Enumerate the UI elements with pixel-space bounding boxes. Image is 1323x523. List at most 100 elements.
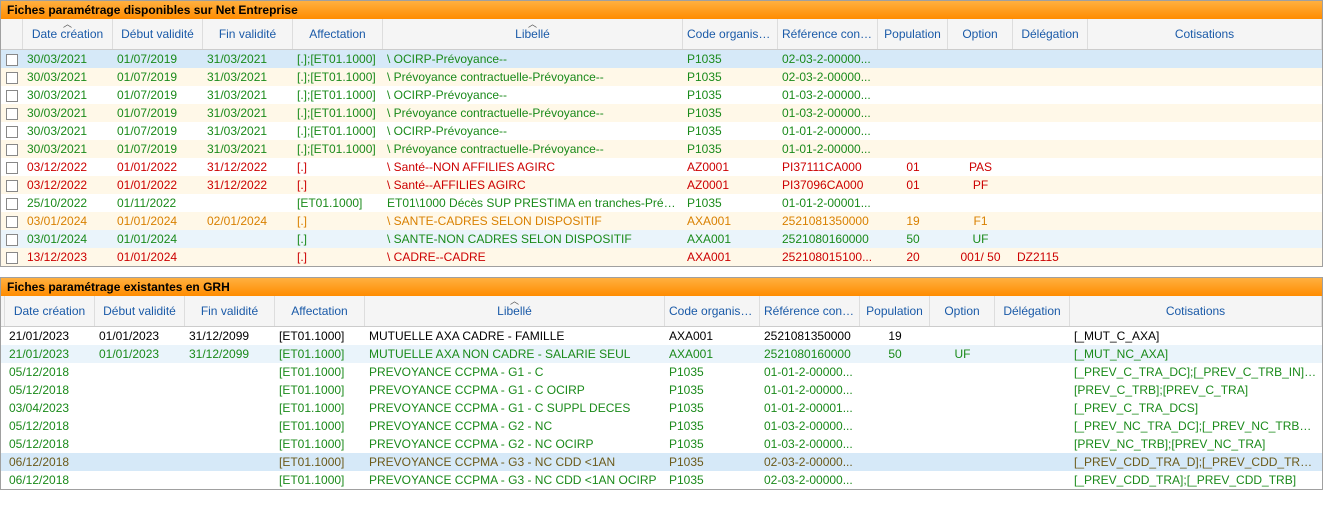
table-row[interactable]: 30/03/202101/07/201931/03/2021[.];[ET01.… [1,122,1322,140]
cell-cotisations [1088,76,1322,78]
cell-option: 001/ 50 [948,249,1013,265]
cell-delegation [995,425,1070,427]
table-row[interactable]: 30/03/202101/07/201931/03/2021[.];[ET01.… [1,104,1322,122]
table-row[interactable]: 03/12/202201/01/202231/12/2022[.]\ Santé… [1,158,1322,176]
cell-date-creation: 30/03/2021 [23,141,113,157]
row-checkbox-cell [1,105,23,121]
table-row[interactable]: 05/12/2018[ET01.1000]PREVOYANCE CCPMA - … [1,417,1322,435]
col-affectation[interactable]: Affectation [275,296,365,326]
col-reference-contrat[interactable]: Référence contrat [778,19,878,49]
table-row[interactable]: 03/12/202201/01/202231/12/2022[.]\ Santé… [1,176,1322,194]
cell-reference-contrat: 2521081350000 [778,213,878,229]
table-row[interactable]: 30/03/202101/07/201931/03/2021[.];[ET01.… [1,68,1322,86]
col-population[interactable]: Population [878,19,948,49]
checkbox[interactable] [6,180,18,192]
table-row[interactable]: 21/01/202301/01/202331/12/2099[ET01.1000… [1,327,1322,345]
checkbox[interactable] [6,72,18,84]
table-row[interactable]: 06/12/2018[ET01.1000]PREVOYANCE CCPMA - … [1,453,1322,471]
cell-affectation: [.] [293,249,383,265]
cell-code-organisme: AZ0001 [683,177,778,193]
cell-option [930,425,995,427]
checkbox[interactable] [6,108,18,120]
cell-affectation: [.];[ET01.1000] [293,105,383,121]
cell-debut-validite: 01/07/2019 [113,105,203,121]
cell-debut-validite: 01/07/2019 [113,123,203,139]
table-row[interactable]: 30/03/202101/07/201931/03/2021[.];[ET01.… [1,86,1322,104]
col-debut-validite[interactable]: Début validité [113,19,203,49]
cell-debut-validite: 01/07/2019 [113,69,203,85]
table-row[interactable]: 13/12/202301/01/2024[.]\ CADRE--CADREAXA… [1,248,1322,266]
cell-population [878,94,948,96]
checkbox[interactable] [6,198,18,210]
cell-option [930,371,995,373]
cell-affectation: [.];[ET01.1000] [293,141,383,157]
cell-code-organisme: AXA001 [665,328,760,344]
checkbox[interactable] [6,90,18,102]
table-row[interactable]: 30/03/202101/07/201931/03/2021[.];[ET01.… [1,140,1322,158]
table-row[interactable]: 03/04/2023[ET01.1000]PREVOYANCE CCPMA - … [1,399,1322,417]
col-population[interactable]: Population [860,296,930,326]
checkbox[interactable] [6,144,18,156]
col-date-creation[interactable]: ︿Date création [23,19,113,49]
checkbox[interactable] [6,54,18,66]
col-option[interactable]: Option [930,296,995,326]
cell-option: F1 [948,213,1013,229]
cell-reference-contrat: 01-03-2-00000... [760,436,860,452]
cell-cotisations: [_PREV_CDD_TRA];[_PREV_CDD_TRB] [1070,472,1322,488]
cell-population [878,112,948,114]
cell-reference-contrat: 2521081350000 [760,328,860,344]
col-libelle[interactable]: ︿Libellé [383,19,683,49]
checkbox[interactable] [6,234,18,246]
table-row[interactable]: 06/12/2018[ET01.1000]PREVOYANCE CCPMA - … [1,471,1322,489]
col-code-organisme[interactable]: Code organisme [683,19,778,49]
table-row[interactable]: 21/01/202301/01/202331/12/2099[ET01.1000… [1,345,1322,363]
cell-reference-contrat: 01-01-2-00000... [760,364,860,380]
cell-fin-validite: 31/12/2022 [203,159,293,175]
col-libelle[interactable]: ︿Libellé [365,296,665,326]
checkbox[interactable] [6,126,18,138]
col-cotisations[interactable]: Cotisations [1070,296,1322,326]
col-affectation[interactable]: Affectation [293,19,383,49]
cell-fin-validite [185,371,275,373]
table-row[interactable]: 05/12/2018[ET01.1000]PREVOYANCE CCPMA - … [1,435,1322,453]
table-row[interactable]: 25/10/202201/11/2022[ET01.1000]ET01\1000… [1,194,1322,212]
col-date-creation[interactable]: Date création [5,296,95,326]
col-reference-contrat[interactable]: Référence contrat [760,296,860,326]
cell-code-organisme: P1035 [665,454,760,470]
col-delegation[interactable]: Délégation [995,296,1070,326]
checkbox[interactable] [6,216,18,228]
cell-reference-contrat: 01-03-2-00000... [778,105,878,121]
cell-delegation [1013,112,1088,114]
cell-code-organisme: P1035 [683,87,778,103]
col-fin-validite[interactable]: Fin validité [185,296,275,326]
checkbox[interactable] [6,162,18,174]
cell-libelle: \ SANTE-NON CADRES SELON DISPOSITIF [383,231,683,247]
cell-libelle: MUTUELLE AXA NON CADRE - SALARIE SEUL [365,346,665,362]
col-debut-validite[interactable]: Début validité [95,296,185,326]
cell-option [930,443,995,445]
cell-reference-contrat: 01-03-2-00000... [760,418,860,434]
cell-date-creation: 30/03/2021 [23,69,113,85]
cell-code-organisme: P1035 [683,105,778,121]
cell-option [948,130,1013,132]
table-row[interactable]: 05/12/2018[ET01.1000]PREVOYANCE CCPMA - … [1,363,1322,381]
row-checkbox-cell [1,249,23,265]
cell-delegation [1013,76,1088,78]
cell-reference-contrat: 01-01-2-00000... [778,141,878,157]
table-row[interactable]: 03/01/202401/01/2024[.]\ SANTE-NON CADRE… [1,230,1322,248]
cell-population [878,202,948,204]
col-cotisations[interactable]: Cotisations [1088,19,1322,49]
cell-population [878,76,948,78]
col-code-organisme[interactable]: Code organisme [665,296,760,326]
col-delegation[interactable]: Délégation [1013,19,1088,49]
cell-cotisations: [PREV_NC_TRB];[PREV_NC_TRA] [1070,436,1322,452]
col-option[interactable]: Option [948,19,1013,49]
table-row[interactable]: 03/01/202401/01/202402/01/2024[.]\ SANTE… [1,212,1322,230]
col-fin-validite[interactable]: Fin validité [203,19,293,49]
cell-fin-validite: 31/03/2021 [203,105,293,121]
checkbox[interactable] [6,252,18,264]
cell-cotisations: [_MUT_C_AXA] [1070,328,1322,344]
cell-libelle: \ Santé--NON AFFILIES AGIRC [383,159,683,175]
table-row[interactable]: 05/12/2018[ET01.1000]PREVOYANCE CCPMA - … [1,381,1322,399]
table-row[interactable]: 30/03/202101/07/201931/03/2021[.];[ET01.… [1,50,1322,68]
